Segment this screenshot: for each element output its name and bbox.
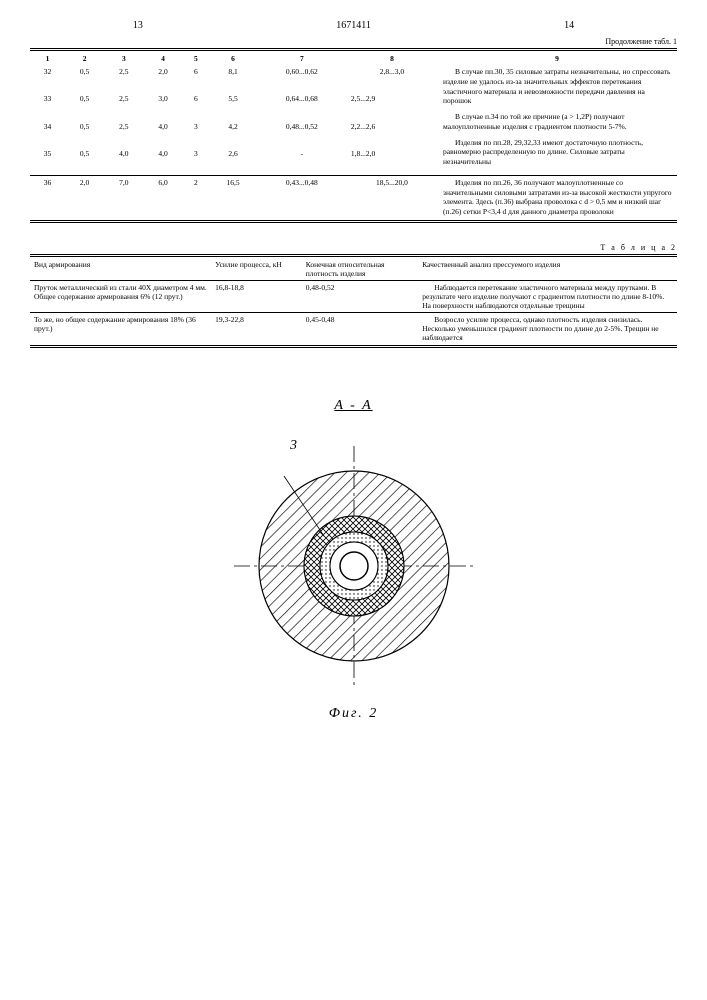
table1-cont-label: Продолжение табл. 1: [30, 37, 677, 46]
col-header: 2: [65, 52, 104, 65]
figure-area: A - A 3 Фиг. 2: [30, 398, 677, 722]
col-header: Качественный анализ прессуемого изделия: [418, 258, 677, 280]
table-2: Вид армированияУсилие процесса, кНКонечн…: [30, 258, 677, 344]
table-row: 320,52,52,068,10,60...0,622,8...3,0В слу…: [30, 65, 677, 92]
rule: [30, 220, 677, 223]
page-center: 1671411: [246, 20, 462, 31]
rule: [30, 48, 677, 51]
col-header: 4: [143, 52, 182, 65]
rule: [30, 345, 677, 348]
page-header: 13 1671411 14: [30, 20, 677, 31]
col-header: Конечная относительная плотность изделия: [302, 258, 418, 280]
page-right: 14: [461, 20, 677, 31]
col-header: 6: [209, 52, 257, 65]
col-header: 7: [257, 52, 347, 65]
col-header: 5: [183, 52, 210, 65]
col-header: 3: [104, 52, 143, 65]
rule: [30, 254, 677, 257]
table-row: 362,07,06,0216,50,43...0,4818,5...20,0Из…: [30, 176, 677, 219]
col-header: Вид армирования: [30, 258, 211, 280]
part-callout: 3: [0, 438, 617, 454]
page-left: 13: [30, 20, 246, 31]
table-row: То же, но общее содержание армирования 1…: [30, 313, 677, 344]
table2-label: Т а б л и ц а 2: [30, 243, 677, 252]
table-row: Пруток металлический из стали 40Х диамет…: [30, 281, 677, 312]
col-header: 9: [437, 52, 677, 65]
note-cell: Изделия по пп.26, 36 получают малоуплотн…: [437, 176, 677, 219]
figure-caption: Фиг. 2: [30, 706, 677, 722]
col-header: Усилие процесса, кН: [211, 258, 302, 280]
table-1: 123456789 320,52,52,068,10,60...0,622,8.…: [30, 52, 677, 219]
figure-svg: [224, 436, 484, 696]
col-header: 1: [30, 52, 65, 65]
section-label: A - A: [30, 398, 677, 414]
col-header: 8: [347, 52, 437, 65]
note-cell: В случае пп.30, 35 силовые затраты незна…: [437, 65, 677, 175]
